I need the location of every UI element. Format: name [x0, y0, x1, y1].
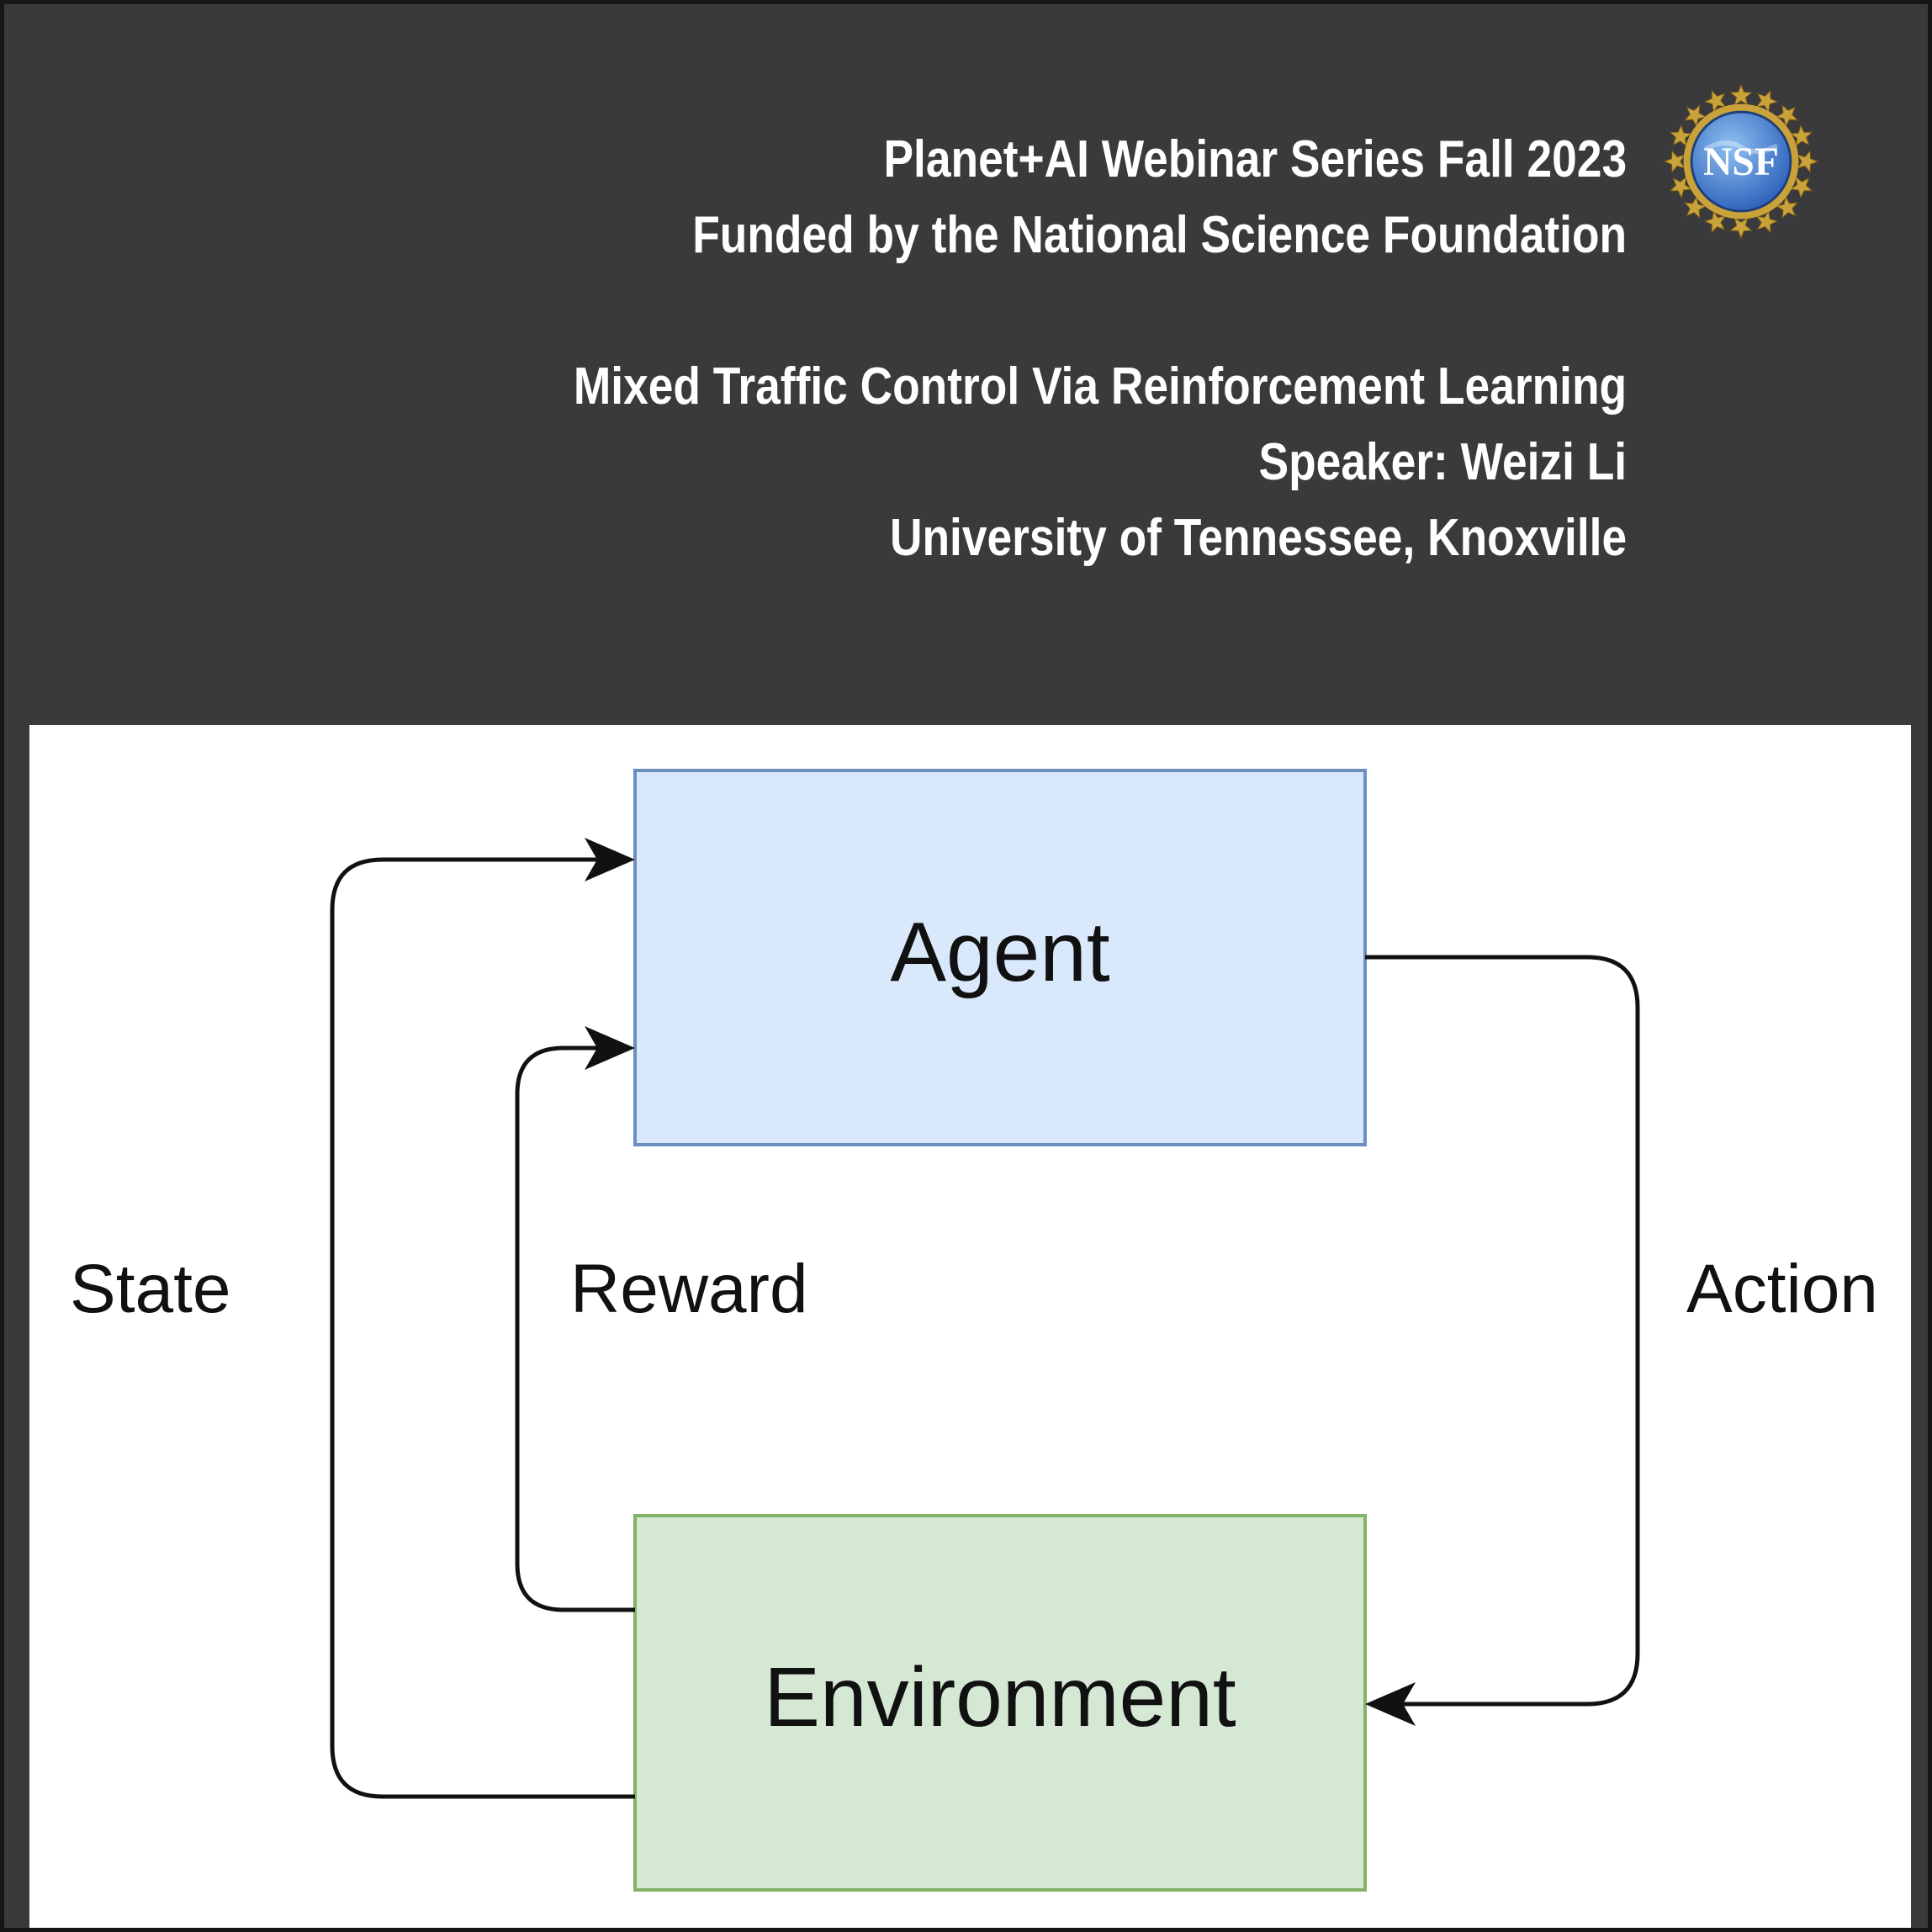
- logo-ring-star: [1683, 103, 1707, 128]
- action-edge: [1365, 955, 1640, 1707]
- logo-ring-star: [1775, 195, 1799, 220]
- logo-globe: [1690, 110, 1792, 213]
- rl-loop-diagram: Agent Environment State Reward Action: [70, 769, 1878, 1892]
- logo-ring-star: [1755, 209, 1779, 234]
- logo-ring-star: [1797, 150, 1819, 173]
- affiliation-line: University of Tennessee, Knoxville: [889, 509, 1627, 567]
- reward-arrowhead: [585, 1026, 635, 1070]
- reward-edge: [515, 1045, 635, 1612]
- logo-ring-star: [1703, 89, 1727, 114]
- logo-ring-star: [1729, 217, 1753, 240]
- action-arrowhead: [1365, 1682, 1416, 1726]
- logo-ring-star: [1789, 124, 1813, 147]
- agent-node: [633, 769, 1367, 1146]
- series-title: Planet+AI Webinar Series Fall 2023: [883, 130, 1627, 188]
- state-label: State: [70, 1251, 230, 1327]
- nsf-logo: NSF: [1663, 83, 1819, 240]
- logo-text: NSF: [1703, 140, 1779, 184]
- agent-label: Agent: [890, 905, 1110, 999]
- environment-node: [633, 1514, 1367, 1892]
- state-edge: [330, 857, 635, 1799]
- logo-ring-star: [1755, 89, 1779, 114]
- logo-ring-star: [1775, 103, 1799, 128]
- logo-globe-highlight: [1703, 140, 1779, 154]
- talk-title: Mixed Traffic Control Via Reinforcement …: [573, 357, 1627, 416]
- logo-ring-star: [1703, 209, 1727, 234]
- speaker-line: Speaker: Weizi Li: [1258, 433, 1627, 491]
- logo-ring-star: [1729, 83, 1753, 106]
- funding-line: Funded by the National Science Foundatio…: [692, 206, 1627, 264]
- reward-label: Reward: [570, 1251, 808, 1327]
- header-text-block: Planet+AI Webinar Series Fall 2023 Funde…: [574, 122, 1627, 576]
- action-label: Action: [1686, 1251, 1878, 1327]
- environment-label: Environment: [764, 1650, 1236, 1744]
- logo-ring-star: [1789, 176, 1813, 199]
- logo-ring-star: [1663, 150, 1686, 173]
- logo-ring-star: [1669, 124, 1693, 147]
- state-arrowhead: [585, 838, 635, 881]
- logo-ring-star: [1669, 176, 1693, 199]
- logo-ring-star: [1683, 195, 1707, 220]
- header-spacer: [574, 273, 1627, 349]
- diagram-panel: Agent Environment State Reward Action: [29, 725, 1911, 1928]
